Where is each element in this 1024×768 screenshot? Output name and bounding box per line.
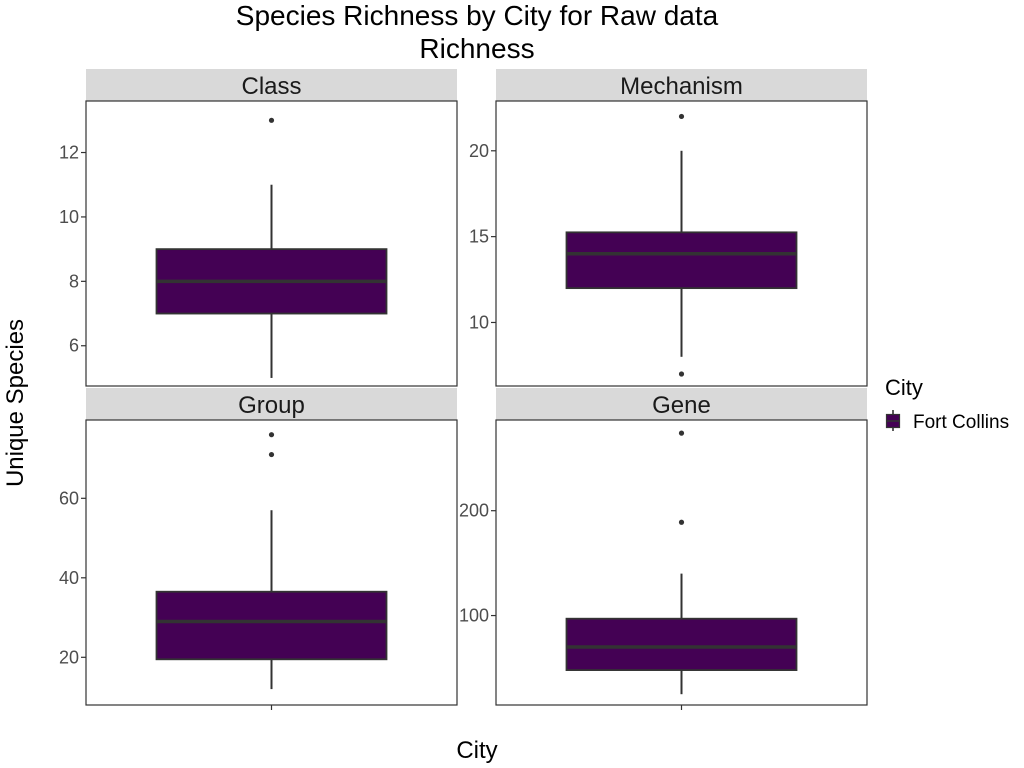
legend-title: City <box>885 375 923 400</box>
box-gene <box>565 617 798 671</box>
chart-title-line-2: Richness <box>419 33 534 64</box>
facet-strip-label-gene: Gene <box>652 392 711 419</box>
outlier-point-class-0 <box>268 117 275 123</box>
chart-title-line-1: Species Richness by City for Raw data <box>236 0 719 31</box>
outlier-point-gene-0 <box>678 430 685 436</box>
facet-panel-class: Class 6 8 10 12 <box>59 69 458 387</box>
y-tick-label-group-20: 20 <box>59 647 79 667</box>
y-tick-label-group-40: 40 <box>59 568 79 588</box>
facet-panel-group: Group 20 40 60 <box>59 388 458 710</box>
y-tick-label-class-8: 8 <box>69 271 79 291</box>
outlier-point-group-1 <box>268 451 275 458</box>
panel-border-class <box>85 100 458 387</box>
y-tick-label-mechanism-15: 15 <box>469 227 489 247</box>
y-tick-label-class-10: 10 <box>59 207 79 227</box>
outlier-point-group-0 <box>268 432 275 438</box>
y-tick-label-gene-100: 100 <box>459 606 489 626</box>
box-group <box>155 590 388 661</box>
outlier-point-mechanism-0 <box>678 113 685 120</box>
y-tick-label-mechanism-20: 20 <box>469 141 489 161</box>
y-tick-label-class-6: 6 <box>69 336 79 356</box>
legend: City Fort Collins <box>885 375 1009 433</box>
y-tick-label-group-60: 60 <box>59 488 79 508</box>
outlier-point-mechanism-1 <box>678 371 685 377</box>
facet-strip-group <box>86 388 457 420</box>
y-axis-title: Unique Species <box>2 319 29 487</box>
x-axis-title: City <box>456 737 497 764</box>
facet-strip-mechanism <box>496 69 867 101</box>
facet-panels: Class 6 8 10 12 Mechanism 10 15 20 Group 20 40 60 Gen… <box>59 69 868 710</box>
facet-strip-gene <box>496 388 867 420</box>
facet-panel-mechanism: Mechanism 10 15 20 <box>469 69 868 387</box>
facet-panel-gene: Gene 100 200 <box>459 388 868 710</box>
y-tick-label-mechanism-10: 10 <box>469 312 489 332</box>
facet-strip-label-group: Group <box>238 392 305 419</box>
facet-strip-label-class: Class <box>241 73 301 100</box>
facet-strip-label-mechanism: Mechanism <box>620 73 743 100</box>
legend-entry-fort-collins: Fort Collins <box>913 412 1009 433</box>
outlier-point-gene-1 <box>678 519 685 525</box>
facet-strip-class <box>86 69 457 101</box>
y-tick-label-gene-200: 200 <box>459 501 489 521</box>
y-tick-label-class-12: 12 <box>59 143 79 163</box>
box-mechanism <box>565 231 798 290</box>
panel-border-mechanism <box>495 100 868 387</box>
